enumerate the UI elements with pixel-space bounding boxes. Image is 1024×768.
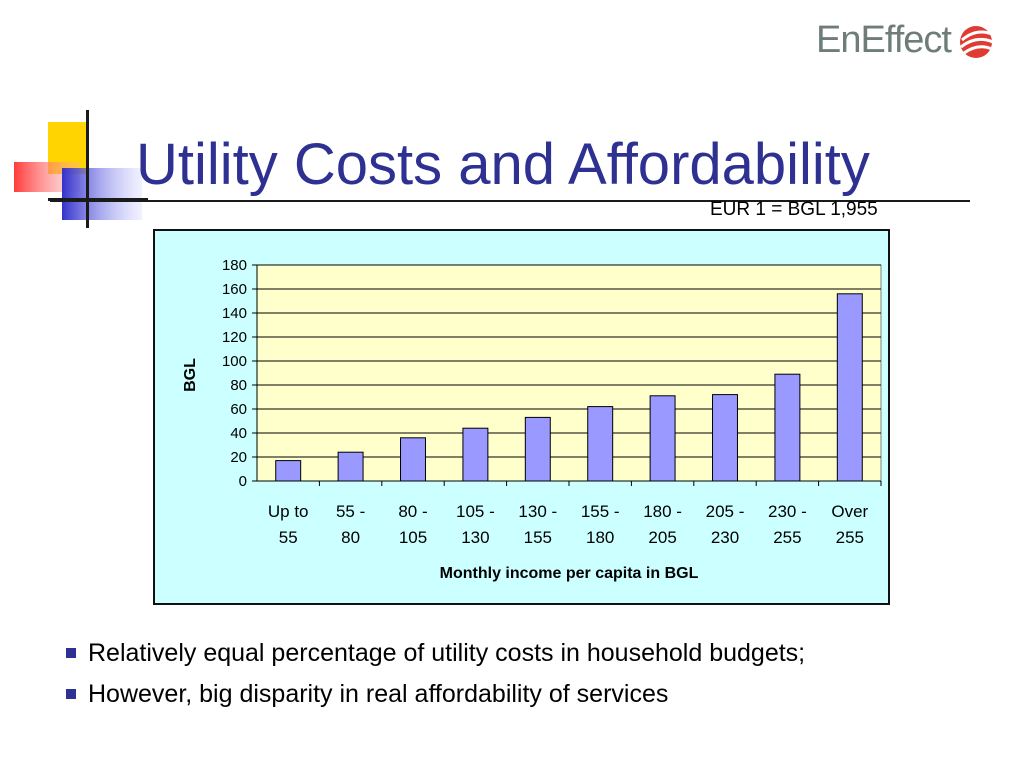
y-tick-label: 60	[230, 401, 247, 418]
bar-chart: 0 20 40 60 80 100 120 140 160 180 Up to 55 55 - 80 80 …	[182, 257, 882, 582]
enEffect-logo: EnEffect	[816, 16, 996, 64]
title-underline	[50, 200, 970, 202]
y-tick-label: 20	[230, 449, 247, 466]
x-tick-label: Up to	[268, 502, 309, 521]
exchange-rate-note: EUR 1 = BGL 1,955	[710, 199, 878, 220]
bar	[524, 416, 551, 482]
x-tick-label: 255	[836, 528, 864, 547]
bar	[462, 427, 489, 482]
bar	[400, 437, 426, 482]
x-tick-label: 80 -	[398, 502, 427, 521]
bullet-square-icon	[66, 648, 76, 658]
bullet-text: However, big disparity in real affordabi…	[88, 680, 669, 708]
y-tick-label: 120	[222, 329, 247, 346]
bar	[836, 293, 863, 482]
bar	[774, 373, 801, 482]
y-tick-label: 140	[222, 305, 247, 322]
x-tick-label: 205	[648, 528, 676, 547]
x-tick-label: 255	[773, 528, 801, 547]
x-tick-label: 105	[399, 528, 427, 547]
x-axis-label: Monthly income per capita in BGL	[440, 565, 699, 582]
flame-logo-icon	[960, 26, 994, 58]
chart-frame: 0 20 40 60 80 100 120 140 160 180 Up to 55 55 - 80 80 …	[153, 229, 890, 605]
x-tick-label: 155 -	[581, 502, 620, 521]
x-tick-label: 230 -	[768, 502, 807, 521]
bar	[712, 394, 738, 482]
y-tick-label: 0	[239, 473, 247, 490]
x-tick-label: 130	[461, 528, 489, 547]
x-tick-label: 180	[586, 528, 614, 547]
bullet-text: Relatively equal percentage of utility c…	[88, 639, 806, 667]
bar	[587, 406, 614, 482]
slide-title: Utility Costs and Affordability	[136, 132, 870, 197]
logo-text: EnEffect	[816, 19, 952, 61]
x-tick-label: 205 -	[706, 502, 745, 521]
y-tick-label: 100	[222, 353, 247, 370]
bullet-list: Relatively equal percentage of utility c…	[62, 636, 1002, 718]
bar	[275, 460, 302, 482]
y-axis-label: BGL	[182, 358, 199, 392]
decorative-squares	[14, 110, 148, 228]
x-tick-label: 80	[341, 528, 360, 547]
bullet-square-icon	[66, 689, 76, 699]
x-tick-label: Over	[831, 502, 868, 521]
x-tick-label: 230	[711, 528, 739, 547]
bar	[337, 451, 364, 482]
x-tick-label: 105 -	[456, 502, 495, 521]
bullet-item: Relatively equal percentage of utility c…	[62, 636, 1002, 677]
y-tick-label: 180	[222, 257, 247, 274]
y-tick-label: 80	[230, 377, 247, 394]
y-tick-label: 40	[230, 425, 247, 442]
x-tick-label: 55 -	[336, 502, 365, 521]
y-tick-label: 160	[222, 281, 247, 298]
x-tick-label: 130 -	[518, 502, 557, 521]
bullet-item: However, big disparity in real affordabi…	[62, 677, 1002, 718]
x-tick-label: 180 -	[643, 502, 682, 521]
x-tick-label: 155	[524, 528, 552, 547]
bar	[649, 395, 676, 482]
x-tick-label: 55	[279, 528, 298, 547]
